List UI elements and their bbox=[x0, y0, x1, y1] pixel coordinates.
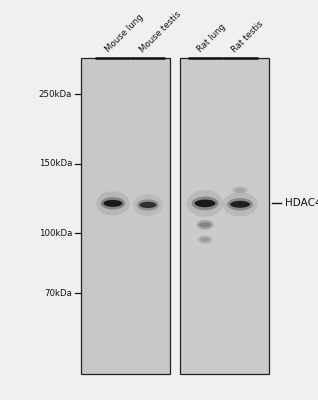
Ellipse shape bbox=[137, 199, 159, 210]
Ellipse shape bbox=[192, 196, 218, 210]
Ellipse shape bbox=[96, 191, 130, 216]
Bar bbox=[180, 58, 269, 374]
Text: HDAC4: HDAC4 bbox=[285, 198, 318, 208]
Text: 70kDa: 70kDa bbox=[44, 289, 72, 298]
Text: Rat lung: Rat lung bbox=[196, 22, 227, 54]
Ellipse shape bbox=[133, 194, 163, 216]
Ellipse shape bbox=[223, 192, 258, 216]
Ellipse shape bbox=[187, 190, 224, 217]
Ellipse shape bbox=[198, 236, 212, 244]
Ellipse shape bbox=[232, 186, 248, 194]
Text: Mouse testis: Mouse testis bbox=[138, 9, 183, 54]
Ellipse shape bbox=[230, 201, 250, 208]
Ellipse shape bbox=[227, 198, 253, 210]
Text: 250kDa: 250kDa bbox=[39, 90, 72, 99]
Ellipse shape bbox=[103, 200, 122, 207]
Text: 150kDa: 150kDa bbox=[39, 159, 72, 168]
Text: Mouse lung: Mouse lung bbox=[103, 12, 145, 54]
Ellipse shape bbox=[199, 222, 211, 227]
Ellipse shape bbox=[197, 220, 213, 230]
Ellipse shape bbox=[195, 200, 216, 207]
Bar bbox=[81, 58, 170, 374]
Ellipse shape bbox=[200, 238, 210, 242]
Text: Rat testis: Rat testis bbox=[231, 19, 266, 54]
Text: 100kDa: 100kDa bbox=[39, 229, 72, 238]
Ellipse shape bbox=[139, 202, 156, 208]
Ellipse shape bbox=[100, 197, 125, 210]
Ellipse shape bbox=[235, 188, 245, 192]
